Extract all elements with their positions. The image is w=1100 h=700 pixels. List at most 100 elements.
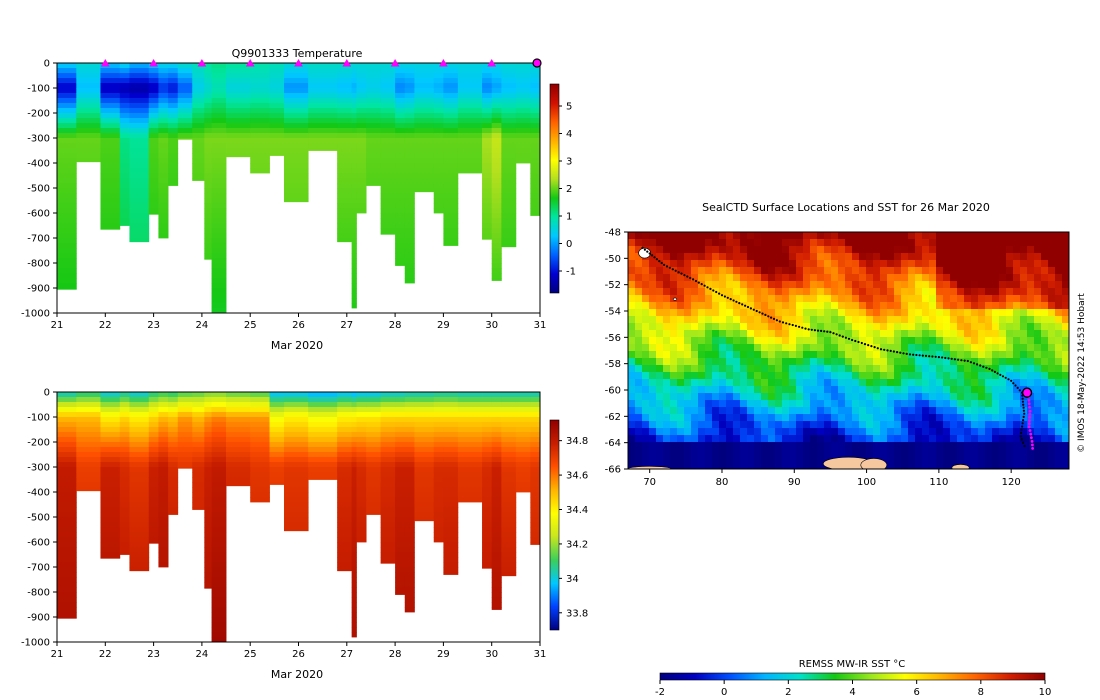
sst-cell bbox=[894, 330, 902, 338]
profile-cell bbox=[119, 133, 130, 139]
sst-cell bbox=[831, 302, 839, 310]
profile-cell bbox=[100, 537, 121, 543]
sst-cell bbox=[656, 414, 664, 422]
profile-cell bbox=[515, 447, 531, 453]
sst-cell bbox=[1041, 400, 1049, 408]
sst-cell bbox=[698, 463, 706, 469]
profile-cell bbox=[168, 457, 179, 463]
profile-cell bbox=[204, 582, 212, 588]
track-point bbox=[648, 252, 651, 255]
profile-cell bbox=[482, 392, 493, 398]
profile-cell bbox=[250, 138, 270, 144]
sst-cell bbox=[670, 435, 678, 443]
sst-cell bbox=[1020, 365, 1028, 373]
sst-cell bbox=[733, 253, 741, 261]
profile-cell bbox=[129, 208, 150, 214]
sst-cell bbox=[705, 232, 713, 240]
profile-cell bbox=[380, 103, 396, 109]
sst-cell bbox=[649, 386, 657, 394]
sst-cell bbox=[656, 239, 664, 247]
sst-cell bbox=[691, 302, 699, 310]
sst-cell bbox=[922, 358, 930, 366]
sst-cell bbox=[691, 393, 699, 401]
profile-cell bbox=[177, 138, 193, 140]
sst-cell bbox=[922, 386, 930, 394]
sst-cell bbox=[1048, 309, 1056, 317]
sst-cell bbox=[747, 337, 755, 345]
sst-cell bbox=[936, 400, 944, 408]
profile-cell bbox=[337, 547, 353, 553]
profile-cell bbox=[457, 118, 483, 124]
profile-cell bbox=[269, 128, 285, 134]
profile-cell bbox=[380, 452, 396, 458]
sst-cell bbox=[733, 302, 741, 310]
sst-cell bbox=[705, 449, 713, 457]
sst-cell bbox=[635, 302, 643, 310]
profile-cell bbox=[356, 178, 367, 184]
sst-cell bbox=[915, 260, 923, 268]
sst-cell bbox=[929, 365, 937, 373]
sst-cell bbox=[796, 330, 804, 338]
sst-cell bbox=[754, 351, 762, 359]
profile-cell bbox=[129, 78, 150, 84]
profile-cell bbox=[356, 522, 367, 528]
sst-cell bbox=[628, 414, 636, 422]
sst-cell bbox=[698, 372, 706, 380]
sst-cell bbox=[838, 358, 846, 366]
profile-cell bbox=[76, 432, 101, 438]
y-tick-label: -600 bbox=[27, 538, 50, 549]
sst-cell bbox=[943, 232, 951, 240]
profile-cell bbox=[395, 462, 406, 468]
sst-cell bbox=[775, 239, 783, 247]
profile-cell bbox=[351, 283, 357, 289]
sst-cell bbox=[866, 421, 874, 429]
profile-cell bbox=[482, 223, 493, 229]
profile-cell bbox=[100, 88, 121, 94]
sst-cell bbox=[901, 435, 909, 443]
profile-cell bbox=[57, 78, 77, 84]
sst-cell bbox=[691, 330, 699, 338]
sst-cell bbox=[712, 456, 720, 464]
sst-cell bbox=[845, 435, 853, 443]
profile-cell bbox=[269, 148, 285, 154]
profile-cell bbox=[204, 437, 212, 443]
sst-cell bbox=[775, 253, 783, 261]
track-point bbox=[1022, 441, 1025, 444]
profile-cell bbox=[129, 457, 150, 463]
sst-cell bbox=[768, 288, 776, 296]
profile-cell bbox=[395, 188, 406, 194]
day-marker bbox=[100, 59, 110, 67]
profile-cell bbox=[57, 113, 77, 119]
profile-cell bbox=[530, 542, 540, 545]
sst-cell bbox=[943, 239, 951, 247]
profile-cell bbox=[414, 432, 435, 438]
profile-cell bbox=[515, 148, 531, 154]
sst-cell bbox=[656, 232, 664, 240]
profile-cell bbox=[457, 467, 483, 473]
sst-cell bbox=[740, 421, 748, 429]
sst-cell bbox=[915, 253, 923, 261]
profile-cell bbox=[482, 547, 493, 553]
profile-cell bbox=[414, 442, 435, 448]
sst-cell bbox=[873, 400, 881, 408]
profile-cell bbox=[351, 432, 357, 438]
profile-cell bbox=[284, 517, 309, 523]
profile-cell bbox=[457, 153, 483, 159]
profile-cell bbox=[395, 497, 406, 503]
profile-cell bbox=[168, 103, 179, 109]
profile-cell bbox=[177, 432, 193, 438]
profile-cell bbox=[337, 487, 353, 493]
sst-cell bbox=[971, 295, 979, 303]
profile-cell bbox=[100, 133, 121, 139]
profile-cell bbox=[443, 447, 459, 453]
profile-cell bbox=[100, 462, 121, 468]
profile-cell bbox=[356, 412, 367, 418]
profile-cell bbox=[269, 108, 285, 114]
profile-cell bbox=[57, 73, 77, 79]
profile-cell bbox=[204, 467, 212, 473]
sst-cell bbox=[817, 414, 825, 422]
profile-cell bbox=[366, 73, 382, 79]
sst-cell bbox=[929, 274, 937, 282]
profile-cell bbox=[211, 632, 227, 638]
